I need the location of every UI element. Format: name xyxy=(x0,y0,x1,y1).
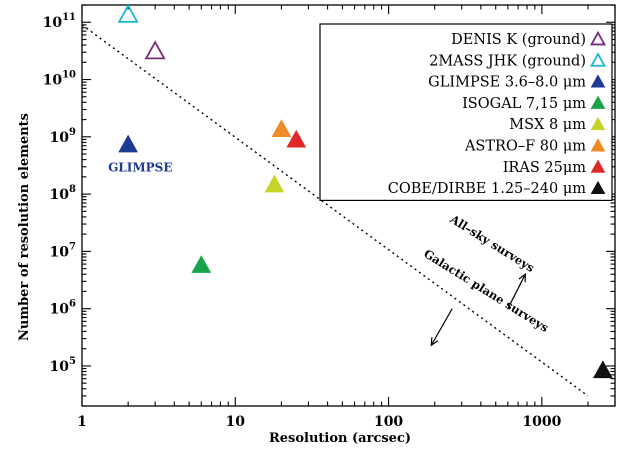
legend-entry: ISOGAL 7,15 μm xyxy=(462,96,586,112)
y-tick-label: 108 xyxy=(50,184,76,203)
x-tick-label: 1000 xyxy=(522,414,561,430)
legend-entry: IRAS 25μm xyxy=(503,160,587,176)
x-tick-labels: 1 10 100 1000 xyxy=(77,414,561,430)
axis-ticks xyxy=(81,4,616,407)
legend-marker xyxy=(590,180,606,195)
data-point xyxy=(191,255,212,273)
legend-entry: DENIS K (ground) xyxy=(451,32,586,48)
legend-marker xyxy=(589,30,607,46)
data-points xyxy=(117,3,613,379)
legend-entry: MSX 8 μm xyxy=(509,117,586,133)
data-point xyxy=(593,360,613,379)
y-tick-label: 107 xyxy=(50,241,76,260)
data-point xyxy=(271,119,292,137)
x-tick-label: 1 xyxy=(77,414,87,430)
legend-marker xyxy=(590,159,606,173)
data-point xyxy=(144,40,166,60)
data-point xyxy=(264,174,285,193)
legend-box xyxy=(319,23,613,201)
y-tick-label: 109 xyxy=(50,127,76,146)
data-point xyxy=(286,129,307,148)
arrow-head xyxy=(430,337,439,347)
x-tick-label: 100 xyxy=(374,414,403,430)
arrow-head xyxy=(518,272,526,283)
annotation-label: GLIMPSE xyxy=(108,160,172,174)
legend-marker xyxy=(590,74,606,88)
plot-frame xyxy=(81,4,616,407)
legend-marker xyxy=(590,138,606,152)
legend-entry: ASTRO–F 80 μm xyxy=(464,139,586,155)
arrow-shaft xyxy=(507,273,526,309)
legend-marker xyxy=(590,116,606,131)
plot-area xyxy=(81,4,616,407)
y-axis-label: Number of resolution elements xyxy=(17,113,32,341)
legend: DENIS K (ground) 2MASS JHK (ground) GLIMPS… xyxy=(319,23,613,201)
x-tick-label: 10 xyxy=(226,414,246,430)
arrows xyxy=(430,272,526,347)
arrow-shaft xyxy=(430,308,453,346)
y-tick-label: 105 xyxy=(50,356,76,375)
legend-entry: 2MASS JHK (ground) xyxy=(429,53,586,69)
legend-marker xyxy=(589,52,607,67)
divider-line xyxy=(81,24,589,397)
legend-entry: GLIMPSE 3.6–8.0 μm xyxy=(428,75,586,91)
data-point xyxy=(118,134,138,153)
legend-entry: COBE/DIRBE 1.25–240 μm xyxy=(388,181,586,197)
y-tick-labels: 105 106 107 108 109 1010 1011 xyxy=(43,12,76,375)
y-tick-label: 1010 xyxy=(43,70,76,89)
y-tick-label: 106 xyxy=(50,299,76,318)
legend-marker xyxy=(590,95,606,109)
x-axis-label: Resolution (arcsec) xyxy=(269,431,411,446)
y-tick-label: 1011 xyxy=(43,12,76,31)
data-point xyxy=(117,3,139,23)
